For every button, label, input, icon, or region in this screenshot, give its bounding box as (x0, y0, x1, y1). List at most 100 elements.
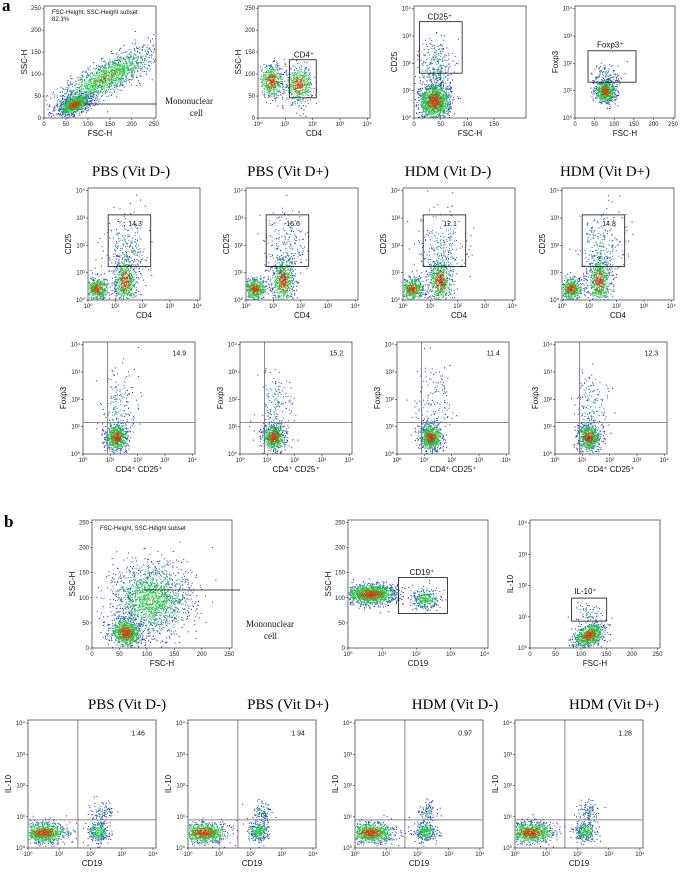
gate-percent-cd25: 14.3 (128, 221, 142, 228)
plot-frame (403, 188, 515, 300)
y-axis-label: SSC-H (68, 571, 77, 596)
x-tick-label: 10⁴ (345, 457, 355, 464)
y-tick-label: 10⁴ (71, 342, 81, 349)
y-axis-label: CD25 (379, 233, 388, 254)
x-tick-label: 10¹ (215, 852, 224, 858)
y-tick-label: 10² (228, 397, 237, 403)
x-tick-label: 10¹ (542, 852, 551, 858)
gate-label-cd25: CD25⁺ (427, 12, 452, 21)
x-tick-label: 10⁰ (183, 851, 193, 858)
gate-percent-cd25: 12.1 (443, 221, 457, 228)
y-tick-label: 10⁴ (16, 720, 26, 727)
x-tick-label: 10³ (604, 852, 613, 858)
x-tick-label: 10⁰ (550, 457, 560, 464)
y-tick-label: 100 (245, 72, 256, 78)
x-axis-label: FSC-H (583, 659, 608, 668)
x-tick-label: 10³ (633, 458, 642, 464)
x-tick-label: 250 (224, 652, 235, 658)
x-axis-label: CD4 (294, 311, 311, 320)
chart-b-il10-3: 10⁰ 10¹ 10² 10³ 10⁴10⁰10¹10²10³10⁴CD19IL-100… (331, 720, 485, 868)
y-tick-label: 10³ (391, 216, 400, 222)
x-tick-label: 10⁰ (557, 303, 567, 310)
y-tick-label: 10⁰ (518, 645, 528, 652)
x-tick-label: 10⁴ (475, 851, 485, 858)
y-tick-label: 10¹ (503, 815, 512, 821)
y-tick-label: 10⁰ (234, 297, 244, 304)
y-axis-label: SSC-H (324, 571, 333, 596)
y-tick-label: 10³ (518, 552, 527, 558)
y-tick-label: 10⁴ (391, 188, 401, 195)
annotation-mononuclear: Mononuclear (165, 96, 213, 106)
x-tick-label: 10⁰ (23, 851, 33, 858)
y-axis-label: SSC-H (20, 49, 29, 74)
x-tick-label: 10¹ (111, 304, 120, 310)
y-tick-label: 250 (335, 521, 346, 527)
x-tick-label: 10³ (161, 458, 170, 464)
y-tick-label: 10¹ (234, 271, 243, 277)
x-tick-label: 150 (105, 122, 116, 128)
x-tick-label: 10⁰ (78, 457, 88, 464)
quadrant-percent-foxp3: 15.2 (330, 350, 344, 357)
x-tick-label: 10² (290, 458, 299, 464)
y-tick-label: 10¹ (391, 271, 400, 277)
x-tick-label: 10¹ (106, 458, 115, 464)
x-tick-label: 10² (133, 458, 142, 464)
y-axis-label: Foxp3 (373, 386, 382, 409)
x-axis-label: CD4 (451, 311, 468, 320)
chart-b-fsc-il10: 0 50 100 150 200 25010⁰10¹10²10³10⁴FSC-HIL-10… (506, 520, 663, 668)
y-tick-label: 10³ (550, 216, 559, 222)
x-tick-label: 10¹ (578, 458, 587, 464)
x-tick-label: 10¹ (585, 304, 594, 310)
y-tick-label: 100 (335, 596, 346, 602)
x-tick-label: 200 (627, 652, 638, 658)
x-axis-label: FSC-H (150, 659, 175, 668)
gate-percent-cd25: 16.6 (286, 221, 300, 228)
y-axis-label: SSC-H (234, 49, 243, 74)
x-axis-label: CD4⁺ CD25⁺ (429, 465, 476, 474)
y-axis-label: Foxp3 (551, 50, 560, 73)
y-tick-label: 10¹ (71, 425, 80, 431)
y-tick-label: 10¹ (543, 425, 552, 431)
chart-a-cd25-1: 10⁰ 10¹ 10² 10³ 10⁴10⁰10¹10²10³10⁴CD4CD2514.… (64, 188, 202, 320)
plot-frame (240, 342, 352, 454)
quadrant-percent-il10: 1.46 (131, 730, 145, 737)
x-tick-label: 200 (197, 652, 208, 658)
x-tick-label: 250 (149, 122, 160, 128)
x-tick-label: 0 (573, 122, 577, 128)
chart-b-il10-4: 10⁰ 10¹ 10² 10³ 10⁴10⁰10¹10²10³10⁴CD19IL-101… (491, 720, 645, 868)
y-tick-label: 10³ (543, 370, 552, 376)
y-tick-label: 10² (563, 61, 572, 67)
chart-a-cd25-4: 10⁰ 10¹ 10² 10³ 10⁴10⁰10¹10²10³10⁴CD4CD2514.… (538, 188, 676, 320)
y-tick-label: 150 (31, 50, 42, 56)
y-tick-label: 10³ (234, 216, 243, 222)
x-axis-label: FSC-H (458, 129, 483, 138)
y-tick-label: 10³ (176, 752, 185, 758)
y-tick-label: 10⁴ (176, 720, 186, 727)
y-tick-label: 50 (248, 94, 255, 100)
y-tick-label: 10² (385, 397, 394, 403)
y-tick-label: 10² (343, 784, 352, 790)
y-tick-label: 10⁰ (391, 297, 401, 304)
x-axis-label: CD4 (136, 311, 153, 320)
y-tick-label: 10¹ (76, 271, 85, 277)
y-tick-label: 10¹ (385, 425, 394, 431)
y-tick-label: 10² (550, 243, 559, 249)
y-tick-label: 10⁰ (550, 297, 560, 304)
x-tick-label: 10² (138, 304, 147, 310)
x-tick-label: 10⁰ (350, 851, 360, 858)
chart-a-cd25-2: 10⁰ 10¹ 10² 10³ 10⁴10⁰10¹10²10³10⁴CD4CD2516.… (222, 188, 360, 320)
chart-a-fsc-ssc: 0 50 100 150 200 250050100150200250FSC-HSSC-H… (20, 6, 213, 138)
y-tick-label: 150 (335, 571, 346, 577)
x-tick-label: 150 (629, 122, 640, 128)
x-tick-label: 10⁴ (502, 457, 512, 464)
x-tick-label: 10¹ (378, 652, 387, 658)
y-tick-label: 10¹ (228, 425, 237, 431)
y-tick-label: 10² (76, 243, 85, 249)
x-tick-label: 10³ (117, 852, 126, 858)
x-axis-label: CD4 (610, 311, 627, 320)
y-tick-label: 10¹ (563, 89, 572, 95)
y-tick-label: 10³ (503, 752, 512, 758)
plot-frame (555, 342, 667, 454)
annotation-cell: cell (190, 108, 203, 118)
